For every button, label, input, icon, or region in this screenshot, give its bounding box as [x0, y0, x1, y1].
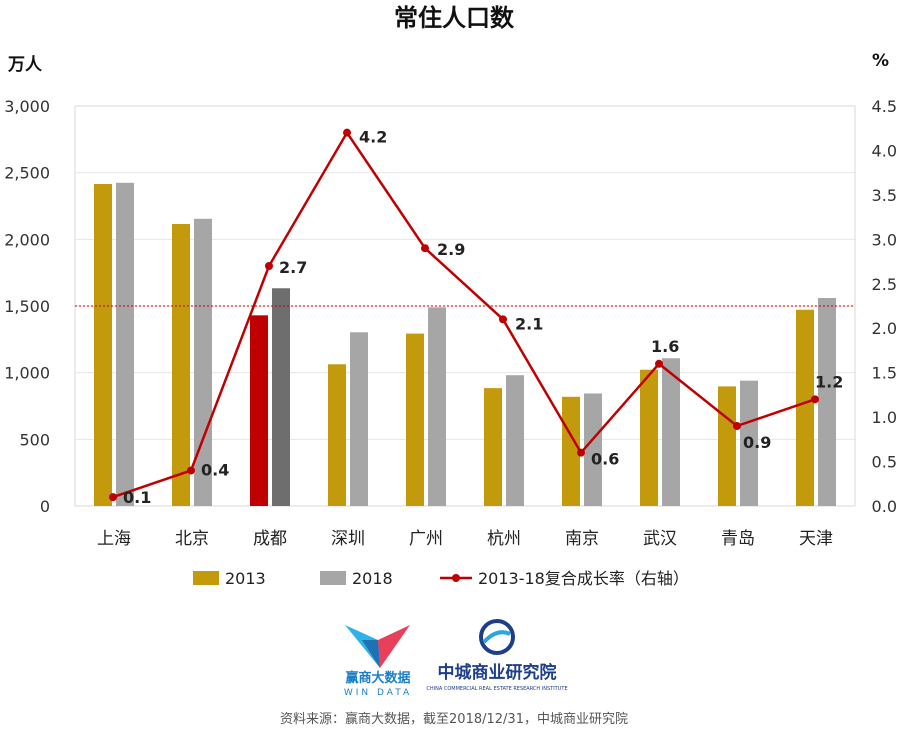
- bar-2013: [484, 388, 502, 506]
- right-tick-label: 4.5: [872, 97, 897, 116]
- bar-2018: [350, 332, 368, 506]
- category-label: 武汉: [643, 529, 677, 549]
- legend-label-2018: 2018: [352, 569, 393, 588]
- legend-label-growth: 2013-18复合成长率（右轴）: [478, 569, 689, 588]
- growth-data-label: 1.6: [651, 337, 679, 356]
- bar-2013: [94, 184, 112, 506]
- ccre-logo-sub: CHINA COMMERCIAL REAL ESTATE RESEARCH IN…: [426, 686, 567, 692]
- growth-line-point: [655, 359, 663, 368]
- growth-line: 0.1 0.4 2.7 4.2 2.9 2.1 0.6 1.6 0.9 1.2: [109, 128, 843, 507]
- left-tick-label: 2,000: [4, 230, 50, 249]
- legend: 2013 2018 2013-18复合成长率（右轴）: [193, 569, 689, 588]
- growth-line-point: [265, 262, 273, 270]
- right-tick-label: 1.0: [872, 408, 897, 427]
- left-axis-unit: 万人: [7, 55, 43, 75]
- ccre-logo: 中城商业研究院 CHINA COMMERCIAL REAL ESTATE RES…: [426, 619, 568, 692]
- legend-label-2013: 2013: [225, 569, 266, 588]
- category-label: 成都: [253, 529, 287, 549]
- windata-logo-name: 赢商大数据: [345, 670, 410, 686]
- category-label: 杭州: [487, 529, 521, 549]
- growth-data-label: 2.7: [279, 258, 307, 277]
- right-tick-label: 3.0: [872, 230, 897, 249]
- growth-line-path: [112, 130, 816, 499]
- windata-logo: 赢商大数据 WIN DATA: [344, 625, 412, 698]
- growth-line-point: [109, 493, 117, 502]
- bar-2018: [584, 393, 602, 506]
- growth-line-point: [499, 315, 507, 324]
- bar-2018: [506, 375, 524, 506]
- category-label: 上海: [97, 529, 131, 549]
- ccre-logo-emblem-swoosh: [482, 630, 511, 644]
- category-label: 广州: [409, 529, 443, 549]
- left-tick-label: 1,000: [4, 364, 50, 383]
- growth-data-label: 4.2: [359, 128, 387, 147]
- legend-swatch-2018: [320, 571, 346, 585]
- category-label: 北京: [175, 529, 209, 549]
- growth-line-point: [811, 395, 819, 404]
- bar-2018: [662, 358, 680, 506]
- ccre-logo-emblem: [479, 619, 515, 655]
- growth-data-label: 0.6: [591, 450, 619, 469]
- chart-title: 常住人口数: [394, 4, 515, 32]
- growth-data-label: 0.9: [743, 433, 771, 452]
- bar-2013: [718, 386, 736, 506]
- growth-data-label: 2.1: [515, 314, 543, 333]
- right-tick-label: 4.0: [872, 141, 897, 160]
- category-label: 青岛: [721, 529, 755, 549]
- bar-2013: [328, 364, 346, 506]
- category-label: 深圳: [331, 529, 365, 549]
- growth-data-label: 0.1: [123, 488, 151, 507]
- right-tick-label: 0.5: [872, 453, 897, 472]
- growth-data-label: 2.9: [437, 240, 465, 259]
- legend-swatch-2013: [193, 571, 219, 585]
- bar-2013: [406, 333, 424, 506]
- bar-2013: [250, 315, 268, 506]
- growth-line-point: [343, 128, 351, 137]
- left-tick-label: 0: [40, 497, 50, 516]
- bar-2018: [116, 182, 134, 507]
- bar-2013: [562, 396, 580, 506]
- growth-line-point: [733, 422, 741, 430]
- bar-2018: [428, 307, 446, 506]
- category-label: 南京: [565, 529, 599, 549]
- left-tick-label: 1,500: [4, 297, 50, 316]
- ccre-logo-name: 中城商业研究院: [438, 662, 557, 683]
- bars: [94, 182, 836, 507]
- growth-line-point: [421, 244, 429, 253]
- right-axis-ticks: 0.0 0.5 1.0 1.5 2.0 2.5 3.0 3.5 4.0 4.5: [872, 97, 897, 516]
- growth-line-point: [577, 448, 585, 457]
- windata-logo-center: [362, 640, 380, 668]
- left-tick-label: 3,000: [4, 97, 50, 116]
- right-tick-label: 2.0: [872, 319, 897, 338]
- right-tick-label: 1.5: [872, 364, 897, 383]
- bar-2013: [796, 309, 814, 506]
- bar-2013: [172, 224, 190, 506]
- bar-2013: [640, 369, 658, 506]
- bar-2018: [818, 298, 836, 506]
- bar-2018: [194, 218, 212, 507]
- growth-data-label: 1.2: [815, 372, 843, 391]
- growth-data-label: 0.4: [201, 460, 229, 479]
- left-tick-label: 500: [19, 430, 50, 449]
- bar-2018: [740, 380, 758, 506]
- right-tick-label: 3.5: [872, 186, 897, 205]
- bar-2018: [272, 288, 290, 506]
- category-label: 天津: [799, 529, 833, 549]
- legend-swatch-marker: [452, 574, 460, 582]
- right-tick-label: 2.5: [872, 275, 897, 294]
- source-note: 资料来源：赢商大数据，截至2018/12/31，中城商业研究院: [280, 711, 628, 727]
- category-labels: 上海 北京 成都 深圳 广州 杭州 南京 武汉 青岛 天津: [97, 529, 833, 549]
- right-tick-label: 0.0: [872, 497, 897, 516]
- windata-logo-right-wing: [378, 625, 410, 668]
- right-axis-unit: %: [872, 51, 889, 71]
- left-tick-label: 2,500: [4, 164, 50, 183]
- windata-logo-sub: WIN DATA: [344, 688, 412, 698]
- left-axis-ticks: 0 500 1,000 1,500 2,000 2,500 3,000: [4, 97, 50, 516]
- windata-logo-left-wing: [345, 625, 380, 668]
- growth-line-point: [187, 466, 195, 475]
